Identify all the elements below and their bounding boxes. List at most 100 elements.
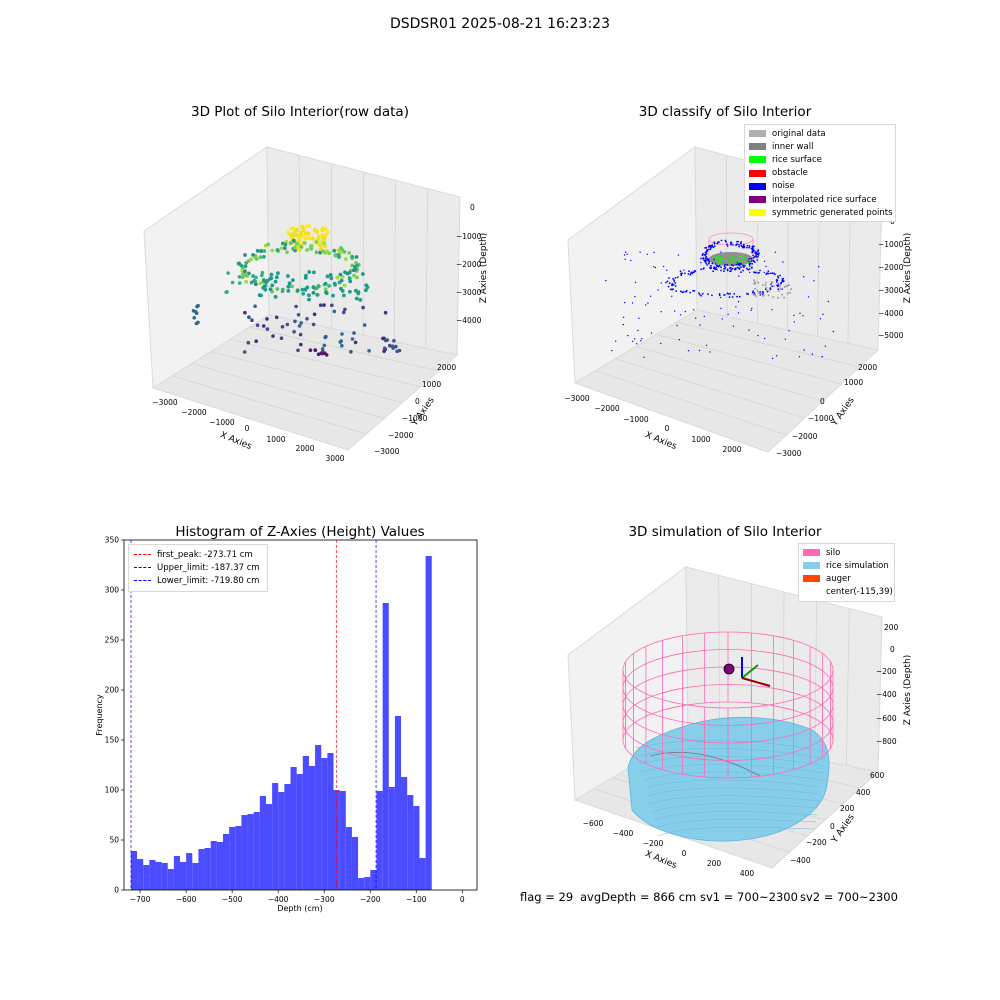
raw-point (338, 272, 343, 277)
legend-item-first-peak: first_peak: -273.71 cm (134, 548, 262, 561)
cls-noise-point (688, 270, 690, 273)
sim-ytick: 400 (856, 788, 871, 797)
cls-noise-point (751, 307, 753, 310)
cls-xtick: −3000 (564, 394, 590, 403)
cls-noise-point (756, 259, 759, 261)
raw-point (263, 287, 268, 292)
histogram-x-label: Depth (cm) (277, 904, 322, 913)
sim-xtick: −400 (613, 829, 634, 838)
raw-point (291, 226, 296, 230)
cls-noise-point (780, 282, 782, 285)
cls-noise-point (710, 246, 713, 249)
cls-noise-point (733, 293, 736, 295)
figure-title: DSDSR01 2025-08-21 16:23:23 (389, 16, 610, 32)
cls-noise-point (735, 306, 737, 308)
raw-point (324, 334, 328, 339)
raw-point (293, 319, 297, 324)
cls-noise-point (803, 349, 805, 351)
cls-noise-point (636, 343, 638, 345)
raw-point (258, 255, 263, 260)
histogram-bar (382, 603, 389, 890)
cls-noise-point (624, 258, 626, 260)
raw-xtick: 2000 (295, 444, 314, 453)
raw-point (307, 270, 312, 274)
cls-noise-point (736, 261, 739, 263)
cls-xtick: 0 (665, 424, 670, 433)
raw-point (240, 275, 245, 280)
rice-mesh-line (637, 748, 826, 760)
cls-noise-point (718, 293, 721, 295)
raw-point (339, 246, 343, 250)
raw-point (298, 332, 303, 337)
raw-point (305, 248, 309, 252)
raw-point (350, 263, 355, 268)
raw-point (295, 242, 300, 246)
raw-point (354, 288, 358, 293)
cls-noise-point (634, 338, 636, 340)
cls-noise-point (679, 314, 682, 316)
raw-point (314, 286, 319, 291)
cls-noise-point (776, 285, 779, 288)
cls-noise-point (622, 316, 625, 318)
raw-point (313, 348, 318, 353)
histogram-bar (186, 853, 193, 890)
sim-xtick: 200 (707, 859, 722, 868)
cls-noise-point (770, 283, 772, 286)
raw-point (225, 290, 229, 294)
cls-noise-point (634, 296, 636, 298)
raw-point (308, 348, 313, 353)
cls-noise-point (757, 254, 760, 256)
raw-point (297, 324, 302, 328)
histogram-bar (229, 827, 236, 890)
cls-noise-point (747, 293, 749, 296)
cls-noise-point (774, 273, 776, 276)
cls-rice-point (743, 257, 745, 260)
cls-noise-point (705, 251, 707, 254)
cls-noise-point (755, 256, 758, 258)
auger-axis-x (741, 677, 771, 687)
raw-point (274, 275, 279, 280)
cls-noise-point (704, 254, 706, 257)
cls-noise-point (674, 277, 677, 279)
raw-point (318, 303, 323, 308)
cls-noise-point (690, 272, 692, 274)
cls-noise-point (750, 257, 753, 260)
cls-rice-point (739, 256, 742, 259)
raw-point (265, 317, 269, 321)
cls-noise-point (732, 264, 735, 267)
raw-point (286, 289, 291, 293)
histogram-bar (407, 795, 414, 890)
raw-ztick: −2000 (456, 260, 482, 269)
histogram-bar (130, 851, 138, 890)
raw-point (331, 293, 335, 298)
raw-point (304, 273, 308, 278)
cls-noise-point (744, 264, 746, 267)
cls-noise-point (727, 313, 729, 315)
raw-point (292, 330, 296, 334)
histogram-bar (180, 862, 187, 890)
cls-noise-point (624, 251, 627, 253)
histogram-bar (241, 815, 248, 890)
histogram-bar (278, 792, 285, 890)
cls-z-axis-label: Z Axies (Depth) (903, 233, 913, 304)
raw-point (332, 281, 337, 286)
cls-noise-point (693, 271, 695, 274)
raw-point (353, 340, 358, 345)
cls-noise-point (708, 262, 710, 265)
rice-mesh-line (641, 763, 824, 774)
cls-noise-point (623, 301, 626, 304)
histogram-xtick: −500 (222, 895, 243, 904)
raw-ytick: −1000 (402, 414, 428, 423)
cls-ytick: −3000 (776, 449, 802, 458)
cls-wall-point (777, 290, 780, 292)
raw-point (280, 289, 285, 294)
cls-noise-point (683, 269, 685, 271)
histogram-bar (321, 758, 328, 890)
raw-point (192, 316, 196, 320)
cls-noise-point (704, 259, 707, 262)
raw-ytick: 2000 (437, 363, 456, 372)
cls-noise-point (811, 353, 814, 355)
cls-noise-point (782, 261, 784, 263)
